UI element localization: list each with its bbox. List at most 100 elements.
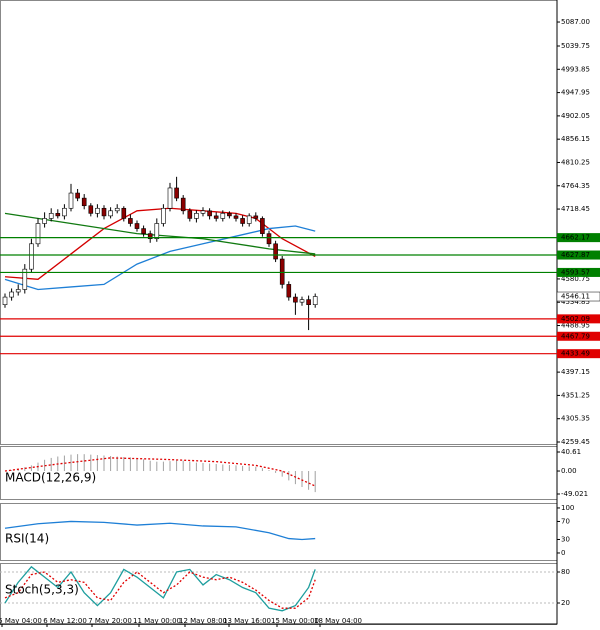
y-tick-label: 5087.00 [561, 18, 590, 26]
candle-body [101, 207, 107, 217]
x-tick-label: 15 May 00:00 [271, 617, 319, 625]
y-tick-label: 4351.25 [561, 391, 590, 399]
candle-body [207, 210, 212, 217]
y-tick-label: 20 [561, 599, 570, 607]
macd-signal [4, 457, 316, 487]
candle-body [253, 215, 259, 219]
x-tick-label: 11 May 00:00 [133, 617, 181, 625]
candle-body [62, 207, 67, 217]
y-tick-label: 100 [561, 504, 574, 512]
y-tick-label: 4397.15 [561, 368, 590, 376]
candle-body [194, 213, 199, 219]
level-box [557, 233, 600, 243]
level-label: 4433.49 [561, 350, 590, 358]
current-price: 4546.11 [561, 293, 590, 301]
candle-body [187, 210, 193, 219]
candle-body [15, 289, 21, 293]
stoch-k [4, 565, 316, 612]
x-tick-label: 12 May 08:00 [179, 617, 227, 625]
candle-body [312, 296, 318, 305]
candle-body [293, 296, 298, 303]
y-tick-label: 0.00 [561, 467, 577, 475]
candle-body [233, 215, 239, 219]
rsi-line [4, 520, 316, 541]
candle-body [306, 299, 311, 305]
x-tick-label: 6 May 12:00 [43, 617, 87, 625]
candle-body [200, 210, 206, 214]
panel-title: MACD(12,26,9) [5, 471, 96, 485]
panel-title: RSI(14) [5, 532, 49, 546]
candle-body [141, 228, 146, 234]
y-tick-label: 5039.75 [561, 42, 590, 50]
y-tick-label: 4902.05 [561, 112, 590, 120]
candle-body [2, 296, 8, 305]
y-tick-label: 4259.45 [561, 438, 590, 446]
level-label: 4627.87 [561, 251, 590, 259]
level-box [557, 331, 600, 341]
candle-body [114, 207, 120, 212]
candle-body [240, 218, 245, 224]
candle-body [180, 197, 186, 212]
level-box [557, 267, 600, 277]
candle-body [246, 215, 252, 224]
level-box [557, 349, 600, 359]
candle-body [154, 223, 160, 240]
level-label: 4593.57 [561, 268, 590, 276]
level-box [557, 314, 600, 324]
candle-body [121, 207, 127, 219]
candle-body [147, 233, 153, 240]
level-box [557, 250, 600, 260]
candle-body [299, 299, 305, 303]
y-tick-label: 70 [561, 517, 570, 525]
x-tick-label: 18 May 04:00 [314, 617, 362, 625]
candle-body [108, 210, 113, 217]
y-tick-label: 4993.85 [561, 65, 590, 73]
y-tick-label: 0 [561, 549, 565, 557]
candle-body [88, 205, 94, 214]
candle-body [273, 243, 278, 260]
candle-body [75, 192, 80, 199]
candle-body [68, 192, 74, 209]
y-tick-label: -49.021 [561, 490, 588, 498]
candle-body [95, 207, 100, 214]
y-tick-label: 80 [561, 568, 570, 576]
y-tick-label: 40.61 [561, 448, 581, 456]
candle-body [29, 243, 34, 270]
y-tick-label: 4580.75 [561, 275, 590, 283]
candle-body [55, 213, 61, 217]
price-box [556, 291, 600, 302]
y-tick-label: 4764.35 [561, 182, 590, 190]
candle-body [134, 223, 140, 229]
candle-body [48, 213, 54, 219]
candle-body [213, 215, 219, 219]
y-tick-label: 4305.35 [561, 415, 590, 423]
candle-body [260, 218, 265, 234]
candle-body [286, 284, 292, 298]
x-tick-label: 5 May 04:00 [0, 617, 42, 625]
candle-body [167, 187, 173, 209]
candle-body [9, 291, 14, 298]
x-tick-label: 13 May 16:00 [223, 617, 271, 625]
candle-body [174, 187, 179, 199]
y-tick-label: 4947.95 [561, 89, 590, 97]
level-label: 4467.79 [561, 332, 590, 340]
candle-body [279, 258, 285, 285]
y-tick-label: 4534.85 [561, 298, 590, 306]
y-tick-label: 4718.45 [561, 205, 590, 213]
candle-body [227, 213, 232, 217]
y-tick-label: 4488.95 [561, 322, 590, 330]
y-tick-label: 4856.15 [561, 135, 590, 143]
y-tick-label: 30 [561, 535, 570, 543]
moving-average [4, 225, 316, 291]
level-label: 4662.17 [561, 234, 590, 242]
candle-body [128, 218, 133, 224]
stoch-d [4, 571, 316, 609]
x-tick-label: 7 May 20:00 [88, 617, 132, 625]
candle-body [35, 223, 41, 245]
candle-body [220, 213, 226, 219]
candle-body [266, 233, 272, 245]
level-label: 4502.09 [561, 315, 590, 323]
candle-body [161, 207, 166, 224]
